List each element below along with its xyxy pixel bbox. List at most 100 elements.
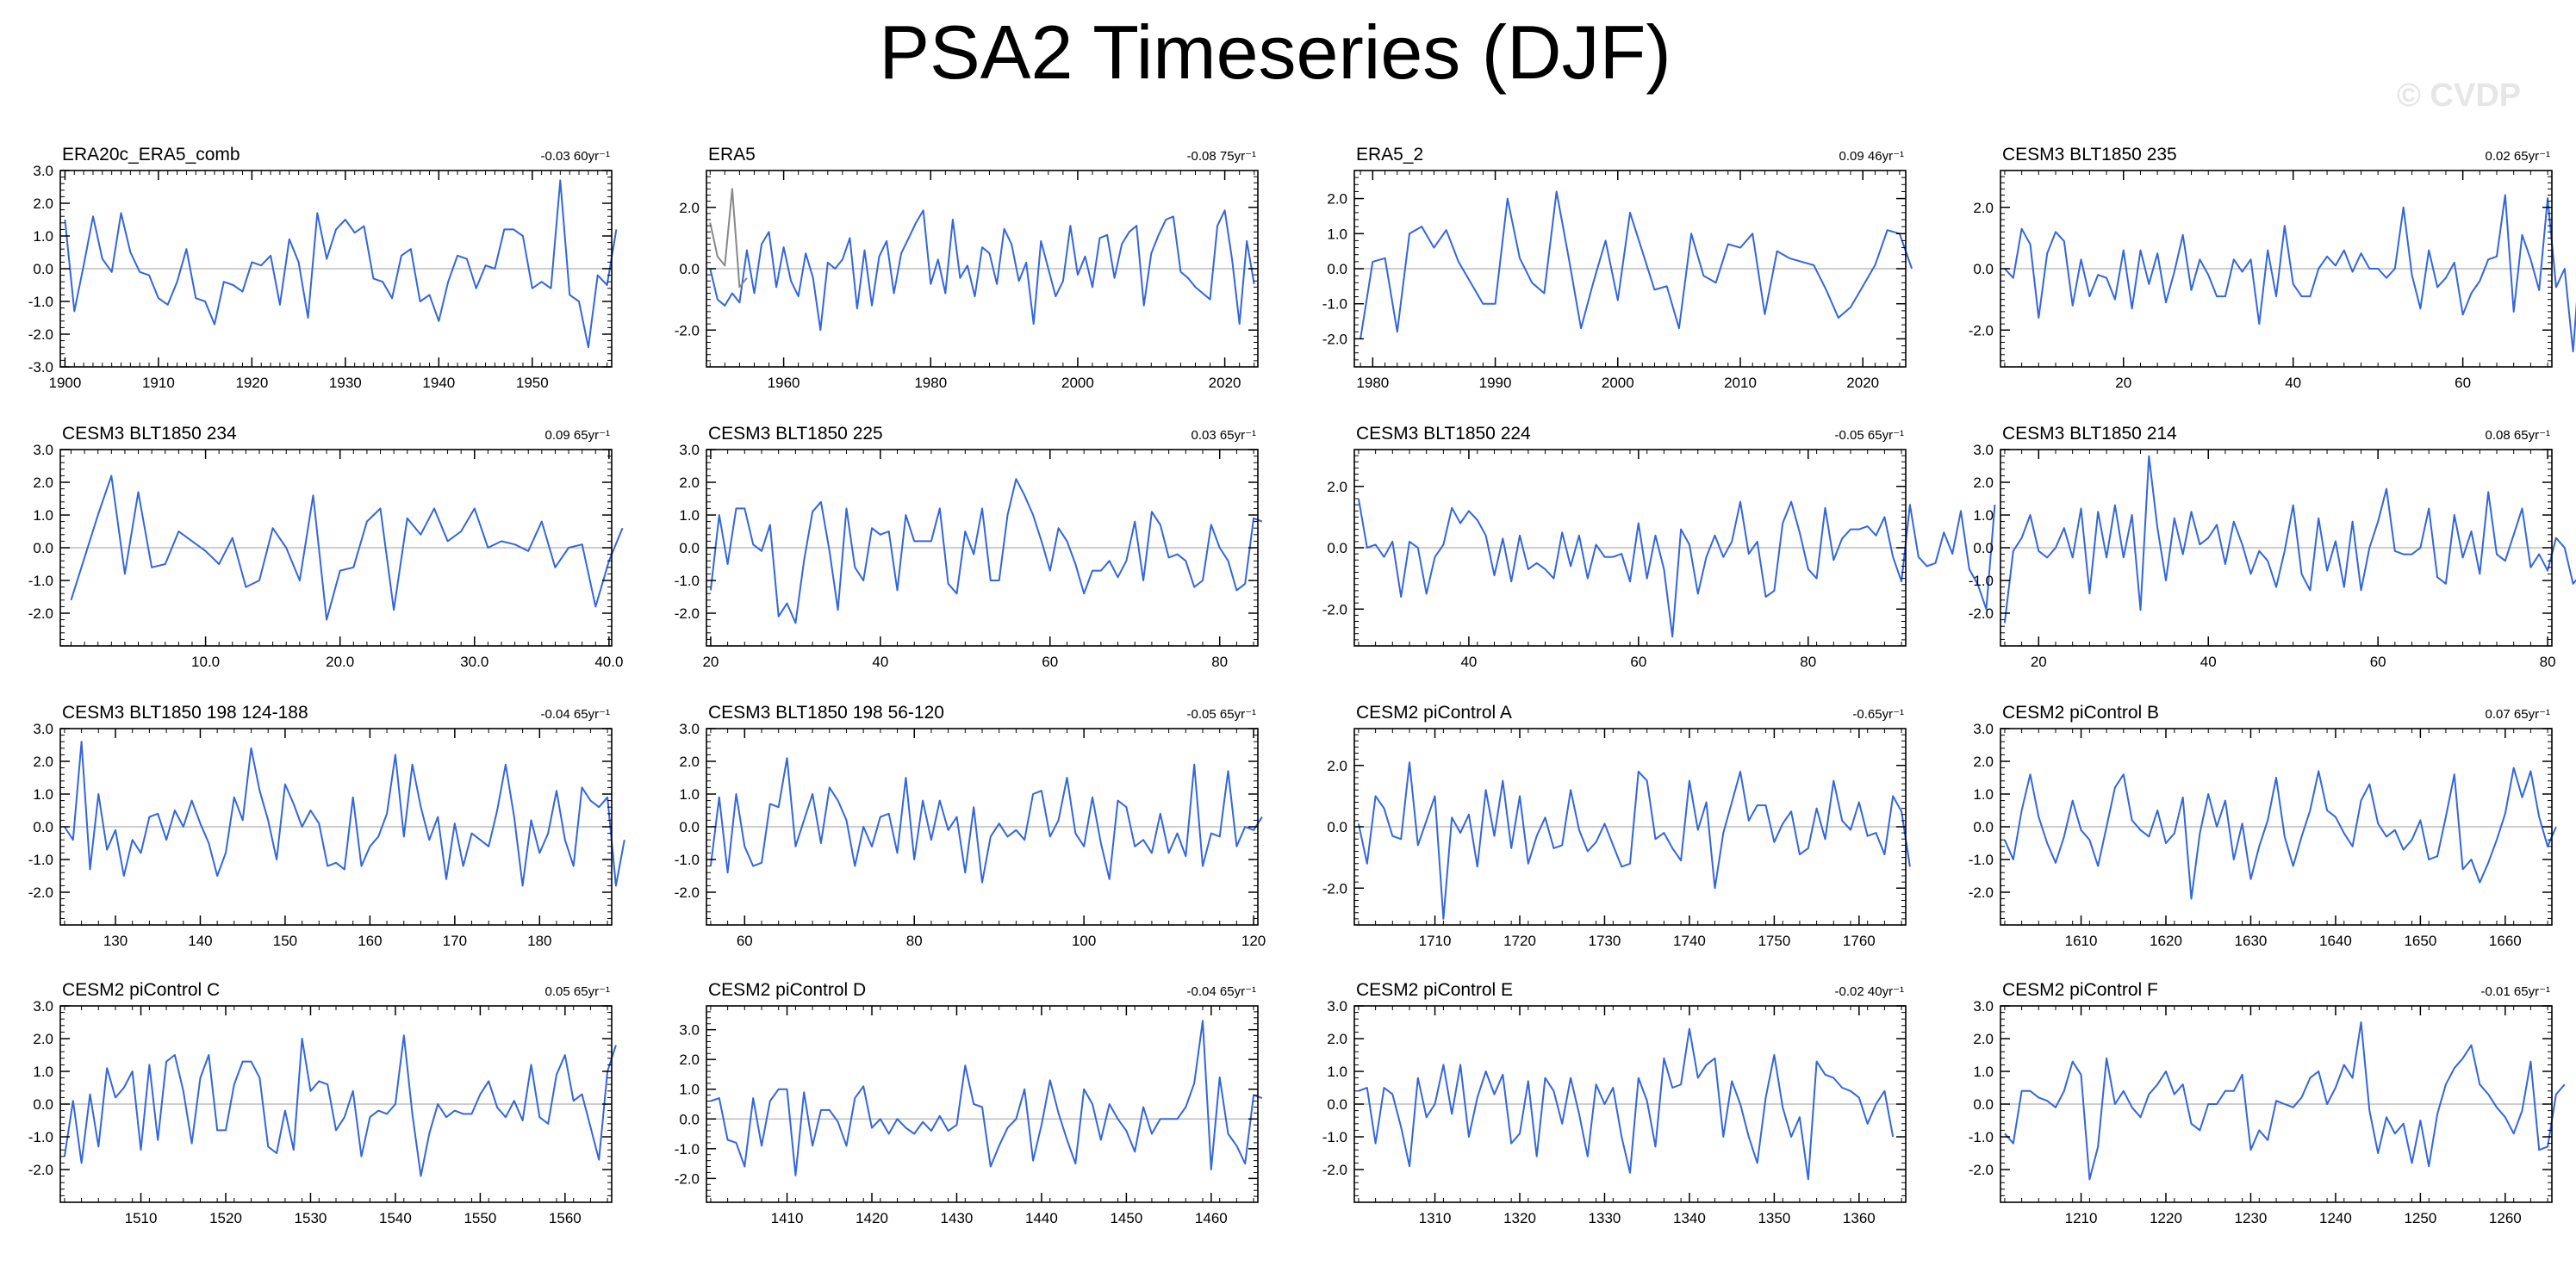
y-tick-label: -1.0 [1322,1129,1347,1145]
y-tick-label: 2.0 [33,1031,53,1047]
x-tick-label: 1330 [1589,1210,1621,1226]
y-tick-label: -2.0 [28,1162,53,1178]
panel-14: CESM2 piControl D -0.04 65yr⁻¹ 1410 1420 143… [675,980,1263,1226]
panel-title: ERA5_2 [1356,145,1423,164]
trend-label: -0.08 75yr⁻¹ [1187,149,1256,164]
y-tick-label: -1.0 [1969,573,1994,589]
panel-title: CESM2 piControl A [1356,703,1512,723]
y-tick-label: 1.0 [33,1064,53,1080]
panel-1: ERA20c_ERA5_comb -0.03 60yr⁻¹ 1900 1910 1920… [28,145,618,391]
y-tick-label: -2.0 [1322,1162,1347,1178]
x-tick-label: 1350 [1758,1210,1790,1226]
x-tick-label: 1360 [1843,1210,1876,1226]
y-tick-label: -2.0 [675,322,700,338]
y-tick-label: 0.0 [679,540,700,556]
y-tick-label: 3.0 [1973,721,1994,737]
trend-label: -0.01 65yr⁻¹ [2481,984,2550,999]
x-tick-label: 80 [1211,654,1228,670]
trend-label: -0.02 40yr⁻¹ [1835,984,1904,999]
y-tick-label: 0.0 [33,540,53,556]
series-line-1 [1360,190,1913,339]
panel-title: CESM3 BLT1850 198 56-120 [708,703,944,723]
x-tick-label: 160 [358,933,382,949]
y-tick-label: -2.0 [1969,884,1994,901]
series-line-1 [2004,1021,2566,1181]
series-line-1 [709,478,1263,624]
x-tick-label: 1240 [2319,1210,2352,1226]
x-tick-label: 180 [527,933,551,949]
cvdp-watermark: © CVDP [2397,78,2522,114]
panel-10: CESM3 BLT1850 198 56-120 -0.05 65yr⁻¹ 60 80… [675,703,1266,949]
x-tick-label: 1640 [2319,933,2352,949]
y-tick-label: 3.0 [1973,998,1994,1015]
panel-11: CESM2 piControl A -0.65yr⁻¹ 1710 1720 1730 17… [1322,703,1911,949]
y-tick-label: -2.0 [1322,601,1347,617]
x-tick-label: 60 [1630,654,1646,670]
x-tick-label: 130 [103,933,128,949]
y-tick-label: 1.0 [1327,226,1347,242]
y-tick-label: 1.0 [1973,1064,1994,1080]
y-tick-label: 0.0 [679,261,700,277]
x-tick-label: 1610 [2065,933,2098,949]
panel-title: CESM2 piControl E [1356,980,1513,1000]
panel-title: CESM2 piControl C [62,980,220,1000]
x-tick-label: 120 [1241,933,1266,949]
panel-6: CESM3 BLT1850 225 0.03 65yr⁻¹ 20 40 60 80 -2.0… [675,424,1263,670]
y-tick-label: 2.0 [1973,754,1994,770]
y-tick-label: 2.0 [679,475,700,491]
series-line-2 [709,188,748,289]
y-tick-label: 2.0 [679,1052,700,1068]
y-tick-label: 3.0 [679,1022,700,1039]
x-tick-label: 1910 [142,375,175,391]
y-tick-label: -1.0 [28,1129,53,1145]
y-tick-label: 1.0 [33,228,53,245]
y-tick-label: -1.0 [28,852,53,868]
x-tick-label: 1540 [379,1210,412,1226]
x-tick-label: 80 [1800,654,1816,670]
x-tick-label: 1750 [1758,933,1790,949]
y-tick-label: 2.0 [33,754,53,770]
y-tick-label: -1.0 [28,294,53,310]
y-tick-label: -2.0 [28,605,53,622]
y-tick-label: 0.0 [679,1111,700,1127]
x-tick-label: 20.0 [326,654,354,670]
y-tick-label: 2.0 [1327,1031,1347,1047]
panel-2: ERA5 -0.08 75yr⁻¹ 1960 1980 2000 2020 -2.0 0.0 2… [675,145,1259,391]
x-tick-label: 2020 [1209,375,1241,391]
x-tick-label: 1720 [1503,933,1536,949]
x-tick-label: 60 [737,933,753,949]
y-tick-label: 1.0 [33,507,53,524]
x-tick-label: 1410 [771,1210,804,1226]
y-tick-label: 3.0 [1973,442,1994,458]
series-line-1 [2003,455,2576,624]
y-tick-label: 3.0 [33,721,53,737]
panel-15: CESM2 piControl E -0.02 40yr⁻¹ 1310 1320 133… [1322,980,1907,1226]
x-tick-label: 40 [1460,654,1477,670]
series-line-1 [709,209,1255,332]
y-tick-label: 1.0 [33,786,53,803]
panel-title: CESM2 piControl F [2002,980,2158,1000]
trend-label: 0.02 65yr⁻¹ [2486,149,2550,164]
panel-title: ERA5 [708,145,756,164]
y-tick-label: 2.0 [679,200,700,216]
x-tick-label: 1620 [2150,933,2182,949]
y-tick-label: 3.0 [679,442,700,458]
y-tick-label: -1.0 [28,573,53,589]
y-tick-label: 3.0 [33,998,53,1015]
x-tick-label: 20 [2031,654,2047,670]
x-tick-label: 140 [188,933,212,949]
y-tick-label: 0.0 [1327,540,1347,556]
panel-title: CESM3 BLT1850 198 124-188 [62,703,308,723]
x-tick-label: 80 [2540,654,2556,670]
y-tick-label: 2.0 [33,475,53,491]
y-tick-label: 0.0 [1973,819,1994,835]
y-tick-label: -1.0 [1969,1129,1994,1145]
x-tick-label: 1560 [549,1210,582,1226]
y-tick-label: 3.0 [679,721,700,737]
y-tick-label: 3.0 [1327,998,1347,1015]
series-line-1 [2004,194,2576,353]
series-line-1 [1357,761,1911,920]
series-line-1 [710,1020,1263,1176]
x-tick-label: 20 [702,654,719,670]
y-tick-label: 2.0 [679,754,700,770]
